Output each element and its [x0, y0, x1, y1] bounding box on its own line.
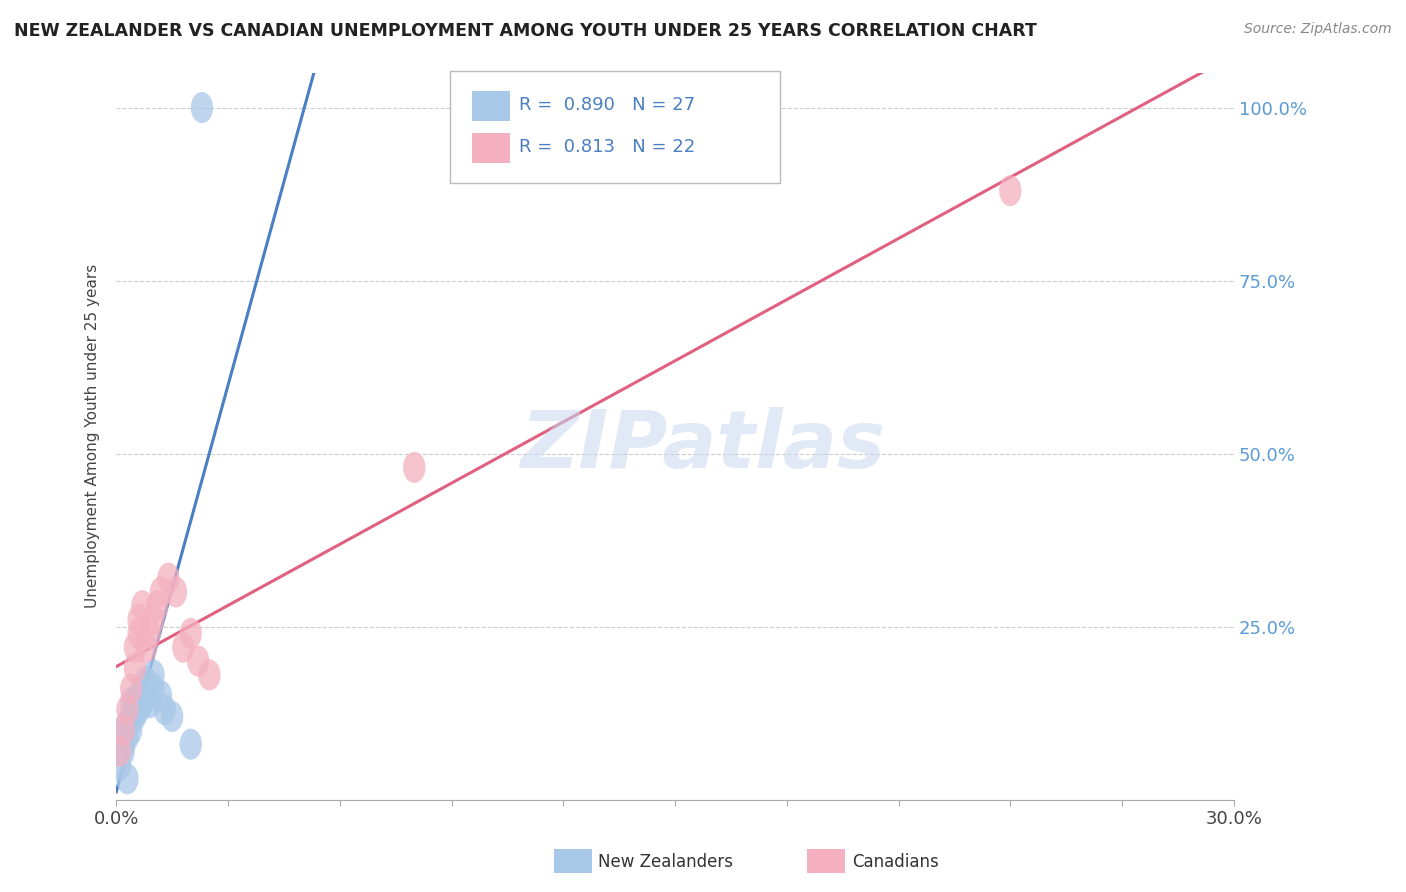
Ellipse shape: [108, 736, 131, 766]
Ellipse shape: [131, 673, 153, 705]
Ellipse shape: [120, 687, 142, 718]
Ellipse shape: [117, 708, 139, 739]
Ellipse shape: [135, 666, 157, 698]
Ellipse shape: [112, 714, 135, 746]
Ellipse shape: [404, 452, 426, 483]
Text: Canadians: Canadians: [852, 853, 939, 871]
Ellipse shape: [112, 714, 135, 746]
Ellipse shape: [108, 749, 131, 780]
Text: Source: ZipAtlas.com: Source: ZipAtlas.com: [1244, 22, 1392, 37]
Ellipse shape: [128, 694, 150, 725]
Ellipse shape: [180, 618, 202, 649]
Y-axis label: Unemployment Among Youth under 25 years: Unemployment Among Youth under 25 years: [86, 264, 100, 608]
Ellipse shape: [153, 694, 176, 725]
Ellipse shape: [117, 764, 139, 795]
Ellipse shape: [1000, 175, 1021, 206]
Ellipse shape: [131, 591, 153, 622]
Ellipse shape: [187, 646, 209, 677]
Ellipse shape: [117, 722, 139, 753]
Ellipse shape: [191, 92, 214, 123]
Ellipse shape: [135, 632, 157, 663]
Ellipse shape: [165, 576, 187, 607]
Ellipse shape: [120, 673, 142, 705]
Text: ZIPatlas: ZIPatlas: [520, 407, 886, 485]
Ellipse shape: [160, 701, 183, 732]
Ellipse shape: [139, 618, 160, 649]
Ellipse shape: [180, 729, 202, 760]
Ellipse shape: [198, 659, 221, 690]
Ellipse shape: [124, 701, 146, 732]
Ellipse shape: [108, 736, 131, 766]
Ellipse shape: [128, 681, 150, 711]
Ellipse shape: [142, 659, 165, 690]
Ellipse shape: [112, 729, 135, 760]
Ellipse shape: [142, 673, 165, 705]
Ellipse shape: [124, 652, 146, 683]
Text: New Zealanders: New Zealanders: [598, 853, 733, 871]
Ellipse shape: [112, 736, 135, 766]
Ellipse shape: [139, 687, 160, 718]
Ellipse shape: [124, 632, 146, 663]
Ellipse shape: [120, 714, 142, 746]
Ellipse shape: [146, 591, 169, 622]
Ellipse shape: [124, 687, 146, 718]
Text: NEW ZEALANDER VS CANADIAN UNEMPLOYMENT AMONG YOUTH UNDER 25 YEARS CORRELATION CH: NEW ZEALANDER VS CANADIAN UNEMPLOYMENT A…: [14, 22, 1038, 40]
Ellipse shape: [172, 632, 194, 663]
Text: R =  0.813   N = 22: R = 0.813 N = 22: [519, 138, 695, 156]
Ellipse shape: [128, 604, 150, 635]
Ellipse shape: [157, 563, 180, 594]
Ellipse shape: [117, 694, 139, 725]
Ellipse shape: [135, 681, 157, 711]
Ellipse shape: [150, 576, 172, 607]
Ellipse shape: [120, 701, 142, 732]
Ellipse shape: [150, 681, 172, 711]
Ellipse shape: [142, 604, 165, 635]
Text: R =  0.890   N = 27: R = 0.890 N = 27: [519, 96, 695, 114]
Ellipse shape: [128, 618, 150, 649]
Ellipse shape: [131, 687, 153, 718]
